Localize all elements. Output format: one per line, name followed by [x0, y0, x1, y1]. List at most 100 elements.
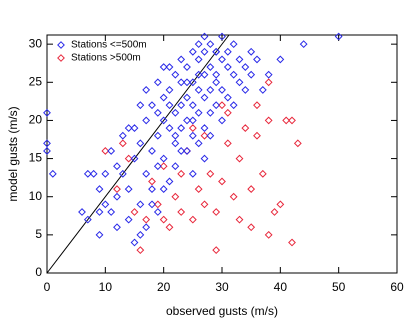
data-point: [200, 200, 209, 209]
data-point: [288, 238, 296, 247]
data-point: [194, 70, 203, 79]
data-point: [177, 78, 186, 87]
data-point: [194, 185, 203, 193]
data-point: [95, 208, 104, 216]
data-point: [264, 116, 273, 125]
data-point: [171, 108, 180, 117]
data-point: [183, 93, 191, 102]
data-point: [153, 162, 162, 171]
data-point: [200, 131, 209, 140]
data-point: [148, 177, 156, 186]
data-point: [200, 154, 209, 163]
data-point: [118, 139, 127, 148]
data-point: [229, 192, 238, 201]
data-point: [107, 147, 116, 155]
data-point: [183, 116, 191, 125]
data-point: [153, 131, 162, 140]
data-point: [159, 154, 168, 163]
data-point: [206, 86, 215, 94]
data-point: [165, 223, 174, 232]
data-point: [153, 78, 162, 87]
data-point: [218, 55, 226, 64]
data-point: [247, 70, 256, 79]
data-point: [159, 116, 168, 125]
data-point: [153, 200, 162, 209]
data-point: [113, 223, 121, 232]
data-point: [258, 86, 267, 94]
data-point: [276, 200, 285, 209]
data-point: [165, 124, 174, 132]
data-point: [188, 101, 197, 110]
data-point: [113, 162, 121, 171]
data-point: [153, 208, 162, 216]
data-point: [188, 78, 197, 87]
data-point: [241, 86, 250, 94]
data-point: [107, 208, 116, 216]
data-point: [130, 124, 139, 132]
data-point: [194, 86, 203, 94]
data-point: [235, 215, 244, 224]
data-point: [264, 230, 273, 239]
data-point: [223, 93, 232, 102]
y-tick-label: 30: [29, 36, 43, 50]
data-point: [177, 208, 186, 216]
legend-label: Stations <=500m: [71, 40, 147, 51]
data-point: [171, 162, 180, 171]
data-point: [136, 101, 145, 110]
data-point: [177, 124, 186, 132]
data-point: [212, 246, 221, 255]
data-point: [165, 63, 174, 71]
data-point: [258, 169, 267, 178]
x-tick-label: 30: [215, 280, 229, 294]
data-point: [200, 93, 209, 102]
data-point: [153, 108, 162, 117]
legend-label: Stations >500m: [71, 53, 141, 64]
data-point: [165, 86, 174, 94]
data-point: [171, 131, 180, 140]
y-tick-label: 5: [35, 227, 42, 241]
y-axis-label: model gusts (m/s): [6, 106, 20, 201]
data-point: [113, 192, 121, 201]
data-point: [188, 47, 197, 56]
data-point: [101, 147, 110, 155]
data-point: [223, 139, 232, 148]
data-point: [177, 101, 186, 110]
data-point: [148, 185, 156, 193]
data-point: [142, 215, 151, 224]
data-point: [218, 32, 226, 41]
data-point: [142, 86, 151, 94]
data-point: [194, 55, 203, 64]
data-point: [334, 32, 343, 41]
data-point: [212, 47, 221, 56]
data-point: [212, 70, 221, 79]
data-point: [130, 238, 139, 247]
data-point: [200, 47, 209, 56]
data-point: [83, 169, 92, 178]
data-point: [188, 215, 197, 224]
data-point: [101, 200, 110, 209]
x-tick-label: 20: [157, 280, 171, 294]
data-point: [235, 154, 244, 163]
data-point: [247, 47, 256, 56]
y-tick-label: 20: [29, 113, 43, 127]
data-point: [241, 63, 250, 71]
y-tick-label: 10: [29, 189, 43, 203]
data-point: [183, 63, 191, 71]
data-point: [206, 169, 215, 178]
data-point: [165, 101, 174, 110]
x-axis-label: observed gusts (m/s): [166, 304, 278, 318]
data-point: [177, 147, 186, 155]
data-point: [183, 147, 191, 155]
data-point: [194, 40, 203, 49]
data-point: [43, 139, 51, 148]
data-point: [130, 208, 139, 216]
data-point: [229, 40, 238, 49]
data-point: [293, 139, 302, 148]
data-point: [124, 215, 133, 224]
data-point: [136, 230, 145, 239]
data-point: [223, 108, 232, 117]
data-point: [253, 131, 261, 140]
data-point: [43, 108, 51, 117]
data-point: [218, 116, 226, 125]
data-point: [124, 185, 133, 193]
